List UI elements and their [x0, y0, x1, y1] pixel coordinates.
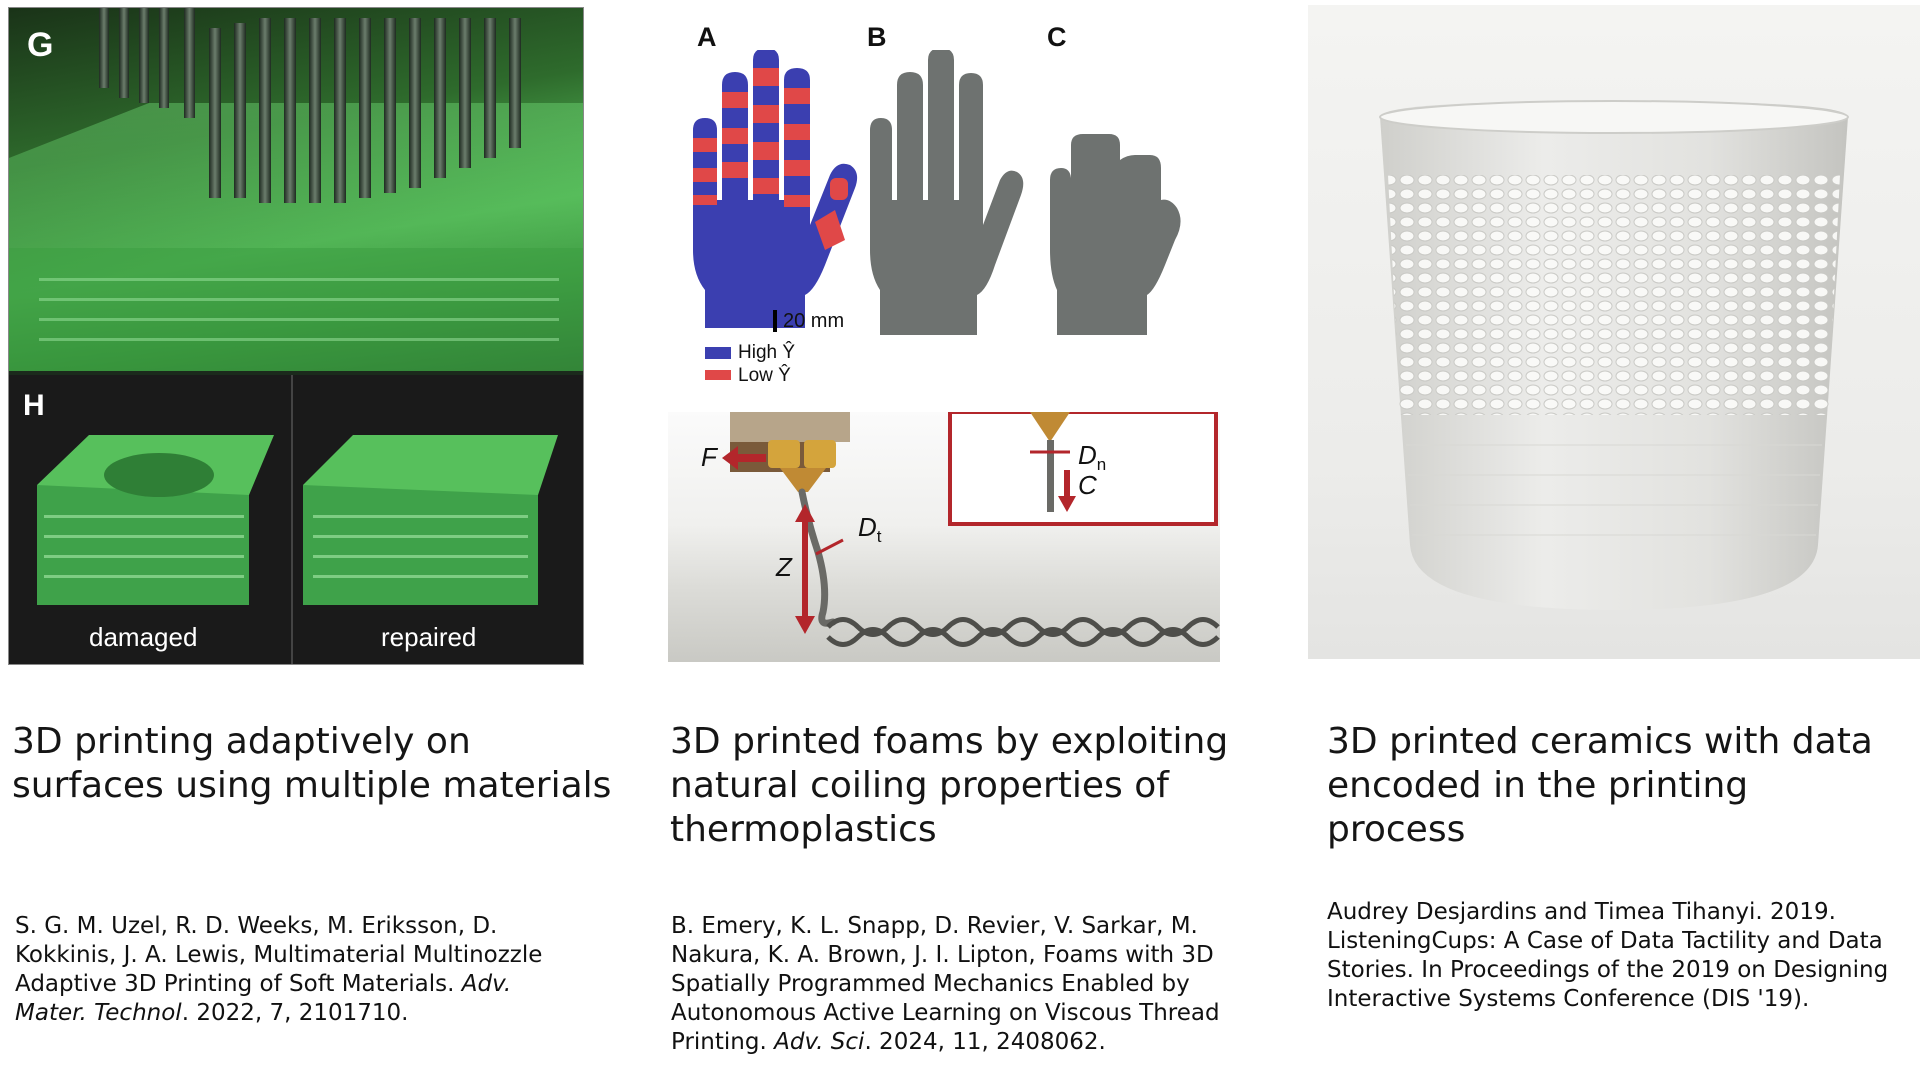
label-dt-sub: t [876, 527, 882, 547]
repaired-block-illustration [303, 435, 558, 605]
label-dt: Dt [858, 512, 882, 547]
citation-text: B. Emery, K. L. Snapp, D. Revier, V. Sar… [671, 913, 1220, 1055]
label-c: C [1078, 470, 1097, 500]
citation-journal: Adv. Mater. Technol [15, 971, 512, 1026]
label-dt-main: D [858, 512, 877, 542]
panel-letter-b: B [867, 22, 887, 52]
figure-hand-foams: A B C 20 mm High Ŷ Low Ŷ [665, 10, 1225, 390]
label-damaged: damaged [89, 622, 198, 652]
citation-details: . 2024, 11, 2408062. [864, 1029, 1106, 1055]
title-ceramics: 3D printed ceramics with data encoded in… [1327, 721, 1873, 850]
ceramic-cup-illustration [1379, 100, 1849, 610]
citation-coiling-foams: B. Emery, K. L. Snapp, D. Revier, V. Sar… [671, 912, 1226, 1057]
hand-a-shape [693, 50, 858, 328]
photo-ceramic-cup [1308, 5, 1920, 659]
citation-text: S. G. M. Uzel, R. D. Weeks, M. Eriksson,… [15, 913, 543, 997]
coiling-diagram-illustration [722, 412, 1220, 647]
legend-low: Low Ŷ [738, 365, 791, 386]
label-dn-sub: n [1096, 455, 1107, 475]
panel-letter-c: C [1047, 22, 1067, 52]
label-repaired: repaired [381, 622, 477, 652]
title-coiling-foams: 3D printed foams by exploiting natural c… [670, 721, 1229, 850]
title-multinozzle: 3D printing adaptively on surfaces using… [12, 721, 612, 806]
citation-ceramics: Audrey Desjardins and Timea Tihanyi. 201… [1327, 899, 1889, 1012]
damaged-block-illustration [37, 435, 274, 605]
hand-c-shape [1050, 134, 1181, 335]
label-z: Z [776, 552, 792, 582]
panel-letter-a: A [697, 22, 717, 52]
label-dn-main: D [1078, 440, 1097, 470]
citation-multinozzle: S. G. M. Uzel, R. D. Weeks, M. Eriksson,… [15, 912, 575, 1028]
nozzle-array-illustration [9, 8, 583, 371]
label-dn: Dn [1078, 440, 1106, 475]
legend-high: High Ŷ [738, 342, 796, 363]
citation-journal: Adv. Sci [774, 1029, 865, 1055]
label-force: F [701, 442, 717, 472]
hand-model-illustration [693, 50, 1181, 380]
figure-multinozzle-printing: G H damaged repaired [8, 7, 584, 665]
panel-letter-h: H [23, 389, 45, 422]
citation-details: . 2022, 7, 2101710. [181, 1000, 409, 1026]
scale-bar-label: 20 mm [783, 310, 845, 332]
hand-b-shape [870, 50, 1024, 335]
panel-g-photo: G [9, 8, 583, 371]
panel-h-divider [291, 375, 293, 664]
panel-letter-g: G [27, 26, 54, 64]
panel-h-photo: H damaged repaired [9, 375, 583, 664]
figure-coiling-diagram: F Dt Z Dn C [668, 412, 1220, 662]
